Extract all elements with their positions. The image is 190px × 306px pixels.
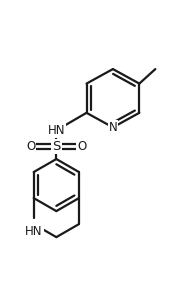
Text: O: O bbox=[77, 140, 86, 153]
Text: HN: HN bbox=[48, 124, 65, 137]
Text: HN: HN bbox=[25, 225, 42, 238]
Text: O: O bbox=[26, 140, 36, 153]
Text: N: N bbox=[108, 121, 117, 134]
Text: S: S bbox=[52, 140, 61, 153]
